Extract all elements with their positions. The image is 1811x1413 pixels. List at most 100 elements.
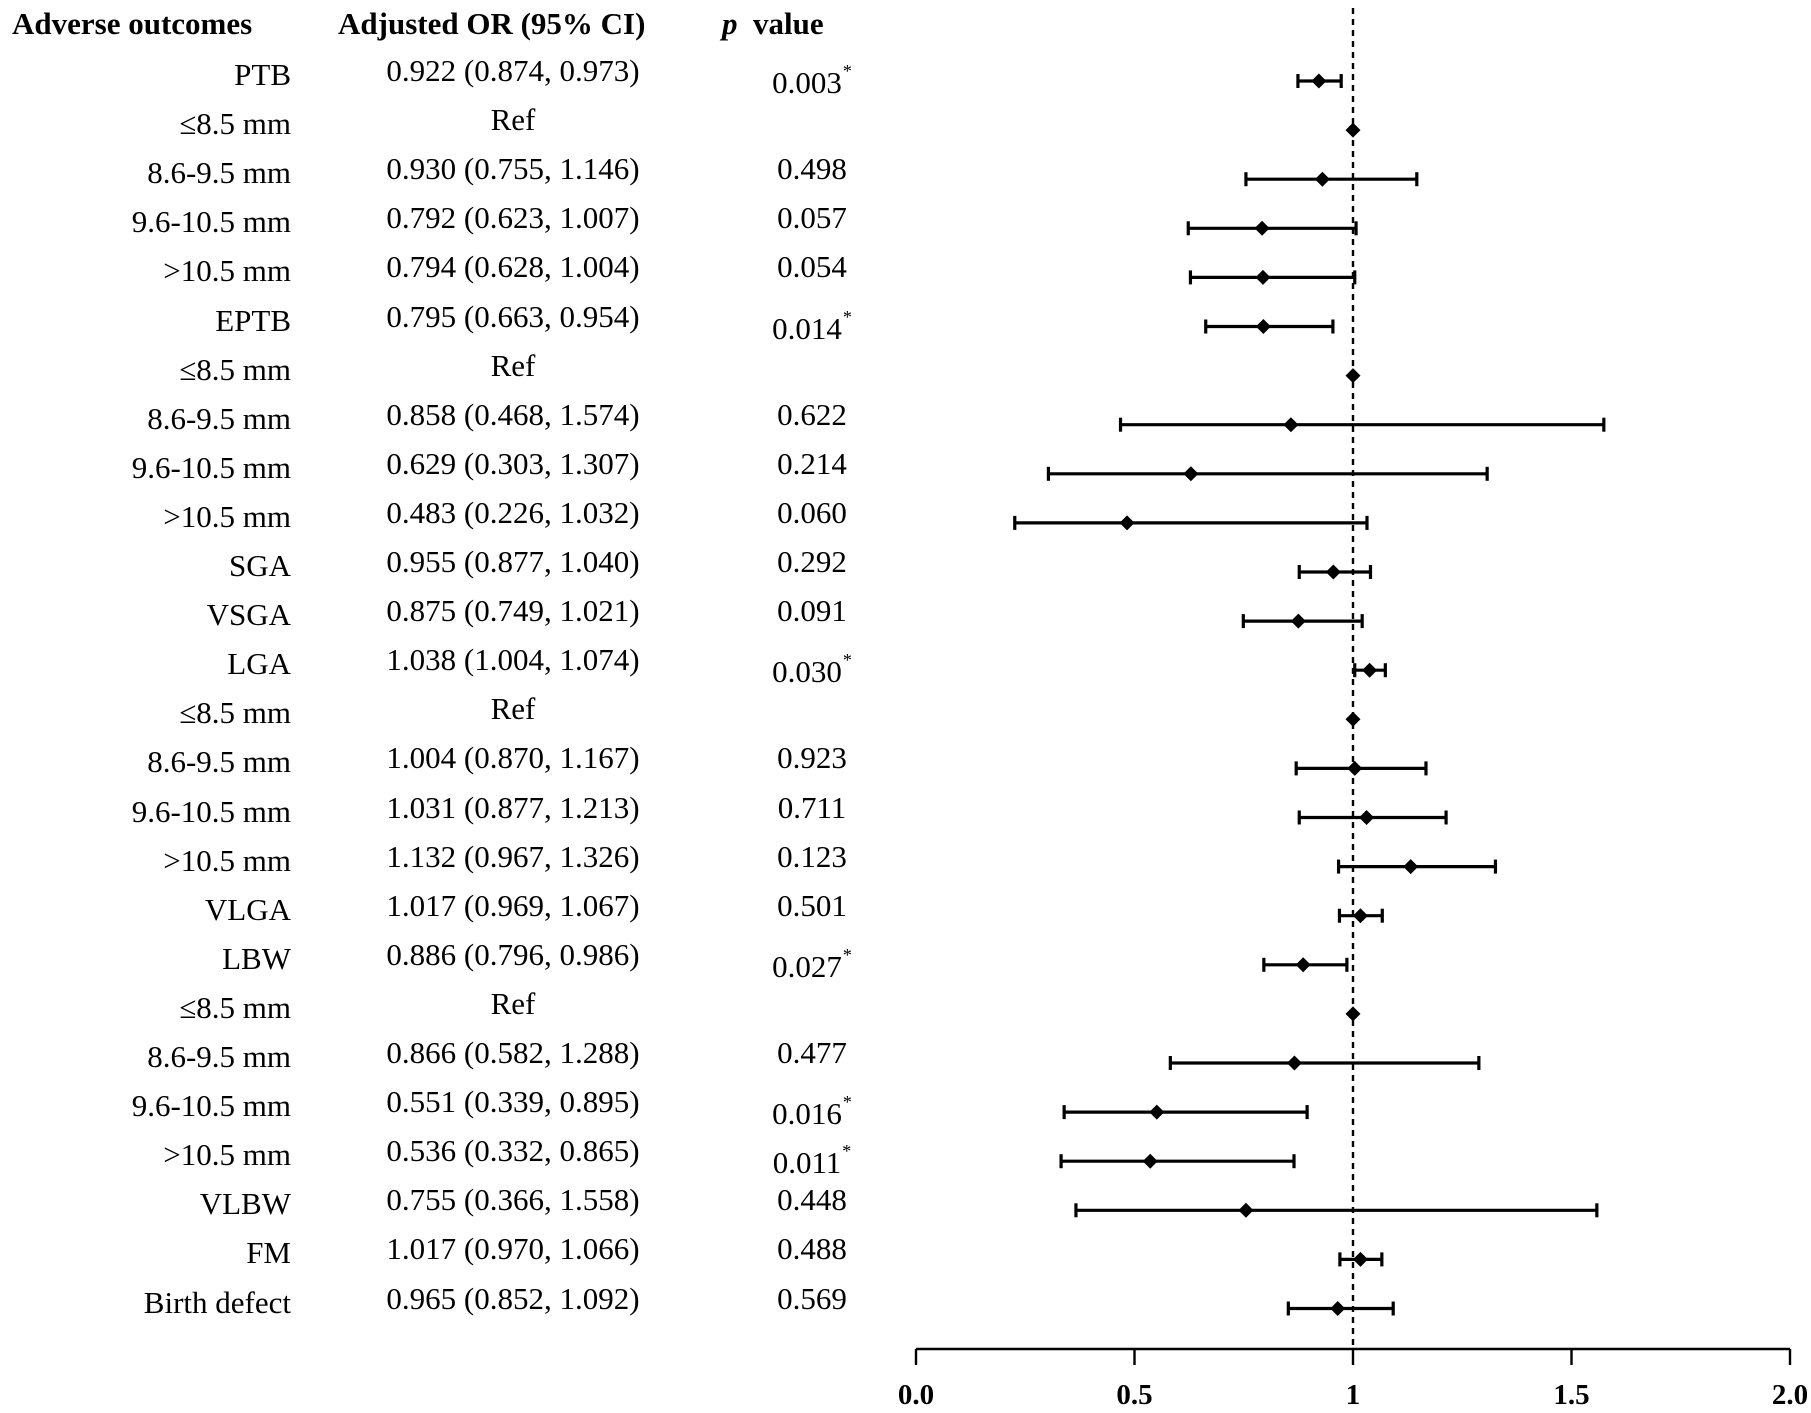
row-or-ci: 0.922 (0.874, 0.973) — [386, 53, 640, 88]
p-value-text: 0.060 — [777, 494, 847, 530]
row-label: 8.6-9.5 mm — [147, 155, 291, 191]
row-or-ci: 1.038 (1.004, 1.074) — [386, 642, 640, 678]
or-point — [1325, 564, 1341, 580]
p-value-text: 0.448 — [777, 1182, 847, 1218]
or-point — [1345, 368, 1361, 384]
row-or-ci: 0.875 (0.749, 1.021) — [386, 593, 640, 629]
row-label: >10.5 mm — [163, 1137, 291, 1173]
row-p-value: 0.498 — [752, 151, 872, 187]
significance-asterisk: * — [842, 1092, 852, 1113]
p-value-text: 0.711 — [777, 789, 847, 825]
x-tick-label: 1 — [1346, 1379, 1361, 1411]
p-value-text: 0.292 — [777, 544, 847, 579]
row-p-value: 0.123 — [752, 839, 872, 875]
or-point — [1311, 73, 1327, 89]
or-point — [1345, 711, 1361, 727]
x-tick-label: 0.5 — [1116, 1379, 1152, 1411]
row-or-ci: 1.017 (0.969, 1.067) — [386, 887, 640, 923]
row-or-ci: 0.755 (0.366, 1.558) — [386, 1182, 640, 1218]
significance-asterisk: * — [842, 944, 852, 965]
row-label: SGA — [228, 548, 291, 583]
or-point — [1238, 1202, 1254, 1218]
x-tick-label: 2.0 — [1772, 1379, 1808, 1411]
p-value-text: 0.498 — [777, 151, 847, 187]
row-label: 9.6-10.5 mm — [131, 1088, 291, 1124]
row-label: VLGA — [204, 891, 291, 927]
row-p-value: 0.060 — [752, 495, 872, 531]
row-p-value: 0.622 — [752, 397, 872, 433]
p-value-text: 0.027 — [772, 948, 842, 984]
or-point — [1352, 908, 1368, 924]
x-tick-label: 1.5 — [1553, 1379, 1589, 1411]
significance-asterisk: * — [842, 650, 852, 671]
row-or-ci: 1.031 (0.877, 1.213) — [386, 789, 640, 825]
row-or-ci: 1.132 (0.967, 1.326) — [386, 838, 640, 874]
row-label: LGA — [227, 646, 291, 682]
row-or-ci: 0.629 (0.303, 1.307) — [386, 445, 640, 481]
row-or-ci: 0.792 (0.623, 1.007) — [386, 200, 640, 236]
p-value-text: 0.622 — [777, 396, 847, 432]
p-value-text: 0.057 — [777, 200, 847, 236]
row-or-ci: 0.483 (0.226, 1.032) — [386, 494, 640, 530]
row-label: EPTB — [215, 302, 291, 338]
or-point — [1255, 319, 1271, 334]
row-p-value: 0.292 — [752, 544, 872, 580]
row-label: 9.6-10.5 mm — [131, 449, 291, 485]
row-label: FM — [246, 1235, 291, 1271]
row-p-value: 0.011* — [752, 1133, 872, 1181]
row-or-ci: 0.866 (0.582, 1.288) — [386, 1035, 640, 1070]
row-p-value: 0.054 — [752, 249, 872, 285]
header-p-italic: p — [722, 6, 738, 41]
row-p-value: 0.501 — [752, 888, 872, 924]
or-point — [1254, 220, 1270, 236]
row-label: LBW — [222, 940, 291, 976]
significance-asterisk: * — [842, 1141, 852, 1162]
row-label: VLBW — [199, 1186, 291, 1222]
row-or-ci: Ref — [490, 691, 536, 727]
p-value-text: 0.014 — [772, 310, 842, 346]
or-point — [1142, 1153, 1158, 1169]
row-or-ci: 0.858 (0.468, 1.574) — [386, 396, 640, 432]
or-point — [1119, 515, 1135, 531]
row-or-ci: 0.930 (0.755, 1.146) — [386, 151, 640, 187]
row-or-ci: 0.965 (0.852, 1.092) — [386, 1280, 640, 1316]
row-p-value: 0.923 — [752, 740, 872, 776]
row-or-ci: Ref — [490, 347, 536, 383]
row-p-value: 0.477 — [752, 1035, 872, 1071]
row-label: Birth defect — [143, 1284, 291, 1320]
p-value-text: 0.054 — [777, 249, 847, 285]
row-label: ≤8.5 mm — [179, 106, 291, 142]
p-value-text: 0.569 — [777, 1280, 847, 1316]
p-value-text: 0.214 — [777, 445, 847, 481]
row-label: 9.6-10.5 mm — [131, 204, 291, 240]
row-or-ci: 1.017 (0.970, 1.066) — [386, 1231, 640, 1267]
or-point — [1345, 1006, 1361, 1022]
row-p-value: 0.711 — [752, 790, 872, 826]
row-label: VSGA — [206, 597, 291, 633]
row-label: PTB — [234, 57, 291, 92]
header-value: value — [753, 6, 824, 41]
row-or-ci: Ref — [490, 102, 536, 138]
or-point — [1295, 957, 1311, 973]
row-label: >10.5 mm — [163, 253, 291, 289]
row-or-ci: Ref — [490, 985, 536, 1021]
or-point — [1255, 269, 1271, 285]
or-point — [1345, 122, 1361, 138]
p-value-text: 0.003 — [772, 65, 842, 100]
row-p-value: 0.014* — [752, 299, 872, 347]
row-label: 8.6-9.5 mm — [147, 744, 291, 780]
row-label: ≤8.5 mm — [179, 351, 291, 387]
row-or-ci: 1.004 (0.870, 1.167) — [386, 740, 640, 776]
header-p-value: p value — [722, 4, 824, 44]
header-adjusted-or: Adjusted OR (95% CI) — [338, 6, 646, 41]
p-value-text: 0.477 — [777, 1035, 847, 1070]
row-p-value: 0.488 — [752, 1231, 872, 1267]
or-point — [1149, 1104, 1165, 1120]
or-point — [1286, 1055, 1302, 1071]
row-p-value: 0.057 — [752, 200, 872, 236]
or-point — [1183, 466, 1199, 482]
row-label: ≤8.5 mm — [179, 989, 291, 1025]
row-or-ci: 0.551 (0.339, 0.895) — [386, 1084, 640, 1120]
